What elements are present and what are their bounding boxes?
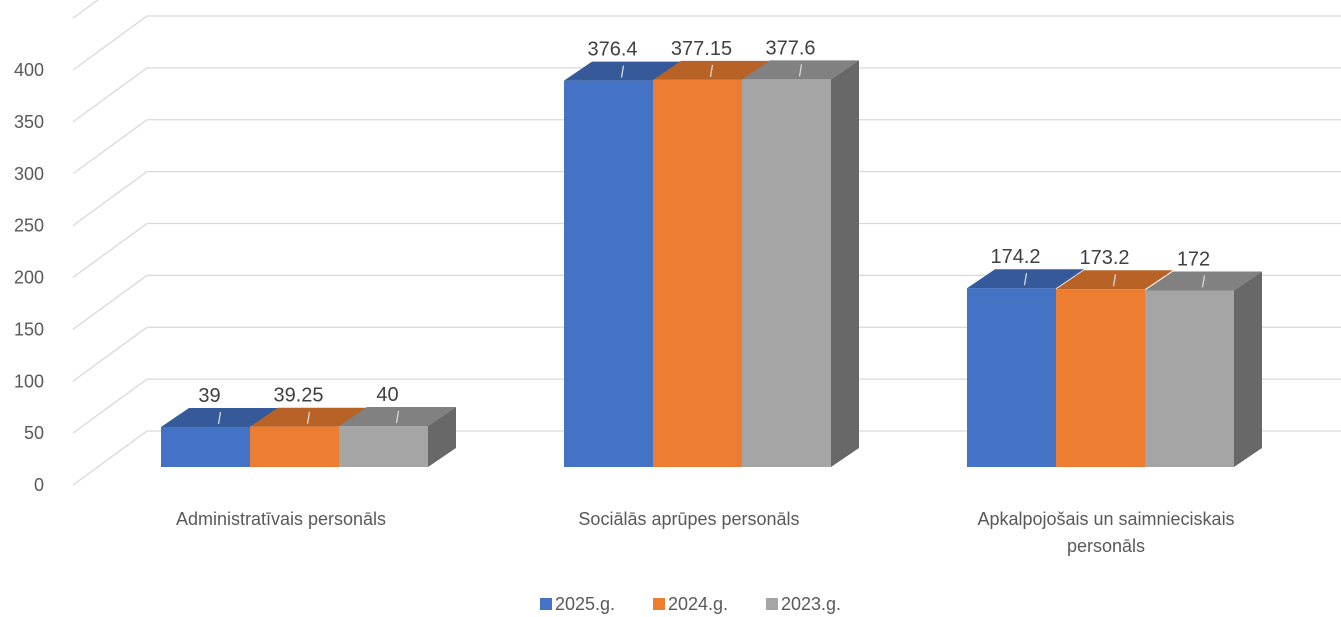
data-labels: 39 376.4 174.2 39.25 377.15 173.2 40 377.6 172 bbox=[198, 37, 1210, 425]
bar bbox=[1056, 289, 1145, 467]
y-tick-label: 0 bbox=[34, 475, 44, 495]
data-label-leader bbox=[620, 65, 625, 78]
data-label-leader bbox=[217, 411, 222, 425]
data-label: 40 bbox=[376, 384, 398, 406]
gridline bbox=[72, 0, 99, 19]
data-label-leader bbox=[709, 64, 714, 77]
legend-swatch bbox=[766, 598, 778, 610]
bar bbox=[250, 426, 339, 467]
x-axis: Administratīvais personāls Sociālās aprūp… bbox=[176, 509, 1235, 556]
bar-side bbox=[428, 406, 456, 467]
legend-swatch bbox=[540, 598, 552, 610]
data-label: 39.25 bbox=[273, 385, 323, 407]
bar bbox=[742, 79, 831, 467]
data-label-leader bbox=[395, 410, 400, 424]
category-label: Apkalpojošais un saimnieciskais bbox=[977, 509, 1234, 529]
legend-label: 2025.g. bbox=[555, 594, 615, 614]
bar-side bbox=[1234, 271, 1262, 467]
data-label: 376.4 bbox=[587, 39, 637, 61]
data-label: 172 bbox=[1177, 248, 1210, 270]
y-tick-label: 300 bbox=[14, 164, 44, 184]
category-label: Sociālās aprūpes personāls bbox=[578, 509, 799, 529]
gridline bbox=[72, 274, 1341, 330]
data-label-leader bbox=[1112, 274, 1117, 287]
gridline bbox=[72, 326, 1341, 382]
gridline bbox=[72, 67, 1341, 123]
data-label: 174.2 bbox=[990, 246, 1040, 268]
bar bbox=[653, 79, 742, 467]
gridline bbox=[72, 119, 1341, 175]
y-tick-label: 200 bbox=[14, 268, 44, 288]
gridline bbox=[72, 430, 1341, 486]
gridline bbox=[72, 15, 1341, 71]
y-tick-label: 250 bbox=[14, 216, 44, 236]
category-label: Administratīvais personāls bbox=[176, 509, 386, 529]
grid-lines bbox=[72, 0, 1341, 486]
legend-label: 2023.g. bbox=[781, 594, 841, 614]
data-label-leader bbox=[798, 64, 803, 77]
bar-side bbox=[831, 60, 859, 467]
bars bbox=[161, 60, 1262, 467]
data-label-leader bbox=[1023, 273, 1028, 286]
data-label: 377.15 bbox=[671, 38, 732, 60]
gridline bbox=[72, 378, 1341, 434]
gridline bbox=[72, 222, 1341, 279]
data-label: 173.2 bbox=[1079, 247, 1129, 269]
y-tick-label: 150 bbox=[14, 319, 44, 339]
data-label: 39 bbox=[198, 385, 220, 407]
bar bbox=[161, 426, 250, 467]
legend: 2025.g. 2024.g. 2023.g. bbox=[540, 594, 841, 614]
bar bbox=[967, 288, 1056, 467]
legend-swatch bbox=[653, 598, 665, 610]
bar bbox=[1145, 290, 1234, 467]
category-label: personāls bbox=[1067, 536, 1145, 556]
y-tick-label: 350 bbox=[14, 112, 44, 132]
y-tick-label: 400 bbox=[14, 60, 44, 80]
y-tick-label: 50 bbox=[24, 423, 44, 443]
data-label-leader bbox=[1201, 275, 1206, 288]
bar bbox=[564, 80, 653, 467]
legend-label: 2024.g. bbox=[668, 594, 728, 614]
data-label: 377.6 bbox=[765, 37, 815, 59]
data-label-leader bbox=[306, 411, 311, 424]
y-axis: 0 50 100 150 200 250 300 350 400 bbox=[14, 60, 44, 495]
y-tick-label: 100 bbox=[14, 371, 44, 391]
gridline bbox=[72, 170, 1341, 227]
bar bbox=[339, 425, 428, 467]
